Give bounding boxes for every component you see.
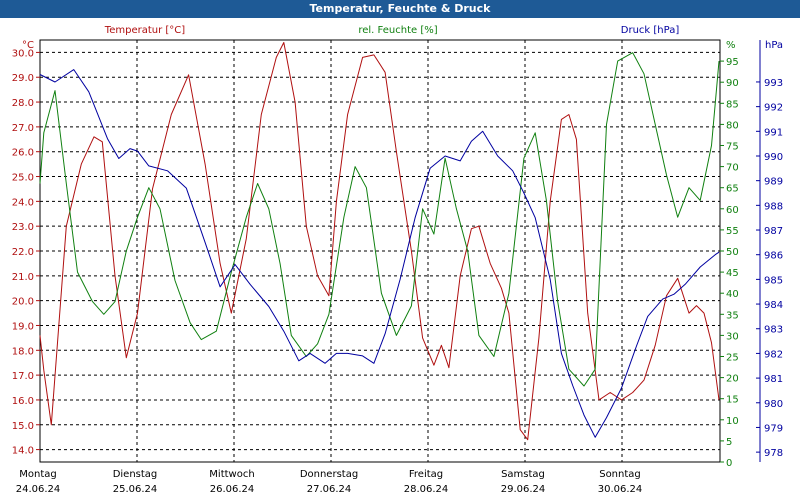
press-tick-label: 984 bbox=[764, 300, 783, 311]
x-day-label: Freitag bbox=[409, 469, 443, 480]
x-day-label: Samstag bbox=[501, 469, 545, 480]
temp-tick-label: 18.0 bbox=[12, 346, 34, 357]
hum-tick-label: 95 bbox=[726, 57, 739, 68]
x-date-label: 30.06.24 bbox=[598, 484, 643, 495]
temp-tick-label: 25.0 bbox=[12, 173, 34, 184]
hum-tick-label: 75 bbox=[726, 142, 739, 153]
hum-tick-label: 10 bbox=[726, 416, 739, 427]
hum-tick-label: 90 bbox=[726, 78, 739, 89]
press-tick-label: 990 bbox=[764, 152, 783, 163]
hum-tick-label: 45 bbox=[726, 268, 739, 279]
temp-tick-label: 15.0 bbox=[12, 421, 34, 432]
temp-tick-label: 23.0 bbox=[12, 222, 34, 233]
press-tick-label: 979 bbox=[764, 423, 783, 434]
temp-unit-label: °C bbox=[22, 40, 34, 51]
press-tick-label: 988 bbox=[764, 201, 783, 212]
temp-axis-title: Temperatur [°C] bbox=[104, 25, 185, 36]
hum-tick-label: 0 bbox=[726, 458, 732, 469]
press-tick-label: 980 bbox=[764, 399, 783, 410]
x-day-label: Sonntag bbox=[599, 469, 641, 480]
hum-tick-label: 55 bbox=[726, 226, 739, 237]
press-tick-label: 987 bbox=[764, 226, 783, 237]
hum-unit-label: % bbox=[726, 40, 736, 51]
press-tick-label: 993 bbox=[764, 78, 783, 89]
hum-tick-label: 65 bbox=[726, 184, 739, 195]
temp-tick-label: 20.0 bbox=[12, 297, 34, 308]
temp-tick-label: 28.0 bbox=[12, 98, 34, 109]
hum-tick-label: 35 bbox=[726, 310, 739, 321]
hum-tick-label: 30 bbox=[726, 331, 739, 342]
press-unit-label: hPa bbox=[765, 40, 783, 51]
temp-tick-label: 19.0 bbox=[12, 321, 34, 332]
x-day-label: Dienstag bbox=[113, 469, 158, 480]
chart-title: Temperatur, Feuchte & Druck bbox=[0, 0, 800, 18]
x-day-label: Donnerstag bbox=[300, 469, 358, 480]
temp-tick-label: 27.0 bbox=[12, 123, 34, 134]
temp-tick-label: 17.0 bbox=[12, 371, 34, 382]
press-tick-label: 985 bbox=[764, 275, 783, 286]
temp-tick-label: 14.0 bbox=[12, 446, 34, 457]
hum-tick-label: 25 bbox=[726, 353, 739, 364]
hum-tick-label: 80 bbox=[726, 120, 739, 131]
hum-tick-label: 60 bbox=[726, 205, 739, 216]
temp-tick-label: 24.0 bbox=[12, 197, 34, 208]
x-day-label: Montag bbox=[19, 469, 56, 480]
press-tick-label: 991 bbox=[764, 127, 783, 138]
press-axis-title: Druck [hPa] bbox=[621, 25, 680, 36]
temp-tick-label: 21.0 bbox=[12, 272, 34, 283]
hum-tick-label: 40 bbox=[726, 289, 739, 300]
x-date-label: 27.06.24 bbox=[307, 484, 352, 495]
x-date-label: 26.06.24 bbox=[210, 484, 255, 495]
hum-axis-title: rel. Feuchte [%] bbox=[358, 25, 437, 36]
press-tick-label: 978 bbox=[764, 448, 783, 459]
x-day-label: Mittwoch bbox=[209, 469, 254, 480]
hum-tick-label: 70 bbox=[726, 163, 739, 174]
press-tick-label: 982 bbox=[764, 349, 783, 360]
temp-tick-label: 30.0 bbox=[12, 48, 34, 59]
hum-tick-label: 50 bbox=[726, 247, 739, 258]
x-date-label: 28.06.24 bbox=[404, 484, 449, 495]
humidity-line bbox=[39, 52, 720, 387]
hum-tick-label: 20 bbox=[726, 374, 739, 385]
temp-tick-label: 16.0 bbox=[12, 396, 34, 407]
hum-tick-label: 15 bbox=[726, 395, 739, 406]
temp-tick-label: 26.0 bbox=[12, 148, 34, 159]
temp-tick-label: 29.0 bbox=[12, 73, 34, 84]
temp-tick-label: 22.0 bbox=[12, 247, 34, 258]
hum-tick-label: 85 bbox=[726, 99, 739, 110]
pressure-line bbox=[39, 69, 720, 438]
x-date-label: 24.06.24 bbox=[16, 484, 61, 495]
press-tick-label: 989 bbox=[764, 177, 783, 188]
press-tick-label: 986 bbox=[764, 251, 783, 262]
temperature-line bbox=[39, 42, 720, 441]
x-date-label: 29.06.24 bbox=[501, 484, 546, 495]
press-tick-label: 981 bbox=[764, 374, 783, 385]
hum-tick-label: 5 bbox=[726, 437, 732, 448]
x-date-label: 25.06.24 bbox=[113, 484, 158, 495]
press-tick-label: 992 bbox=[764, 103, 783, 114]
press-tick-label: 983 bbox=[764, 325, 783, 336]
